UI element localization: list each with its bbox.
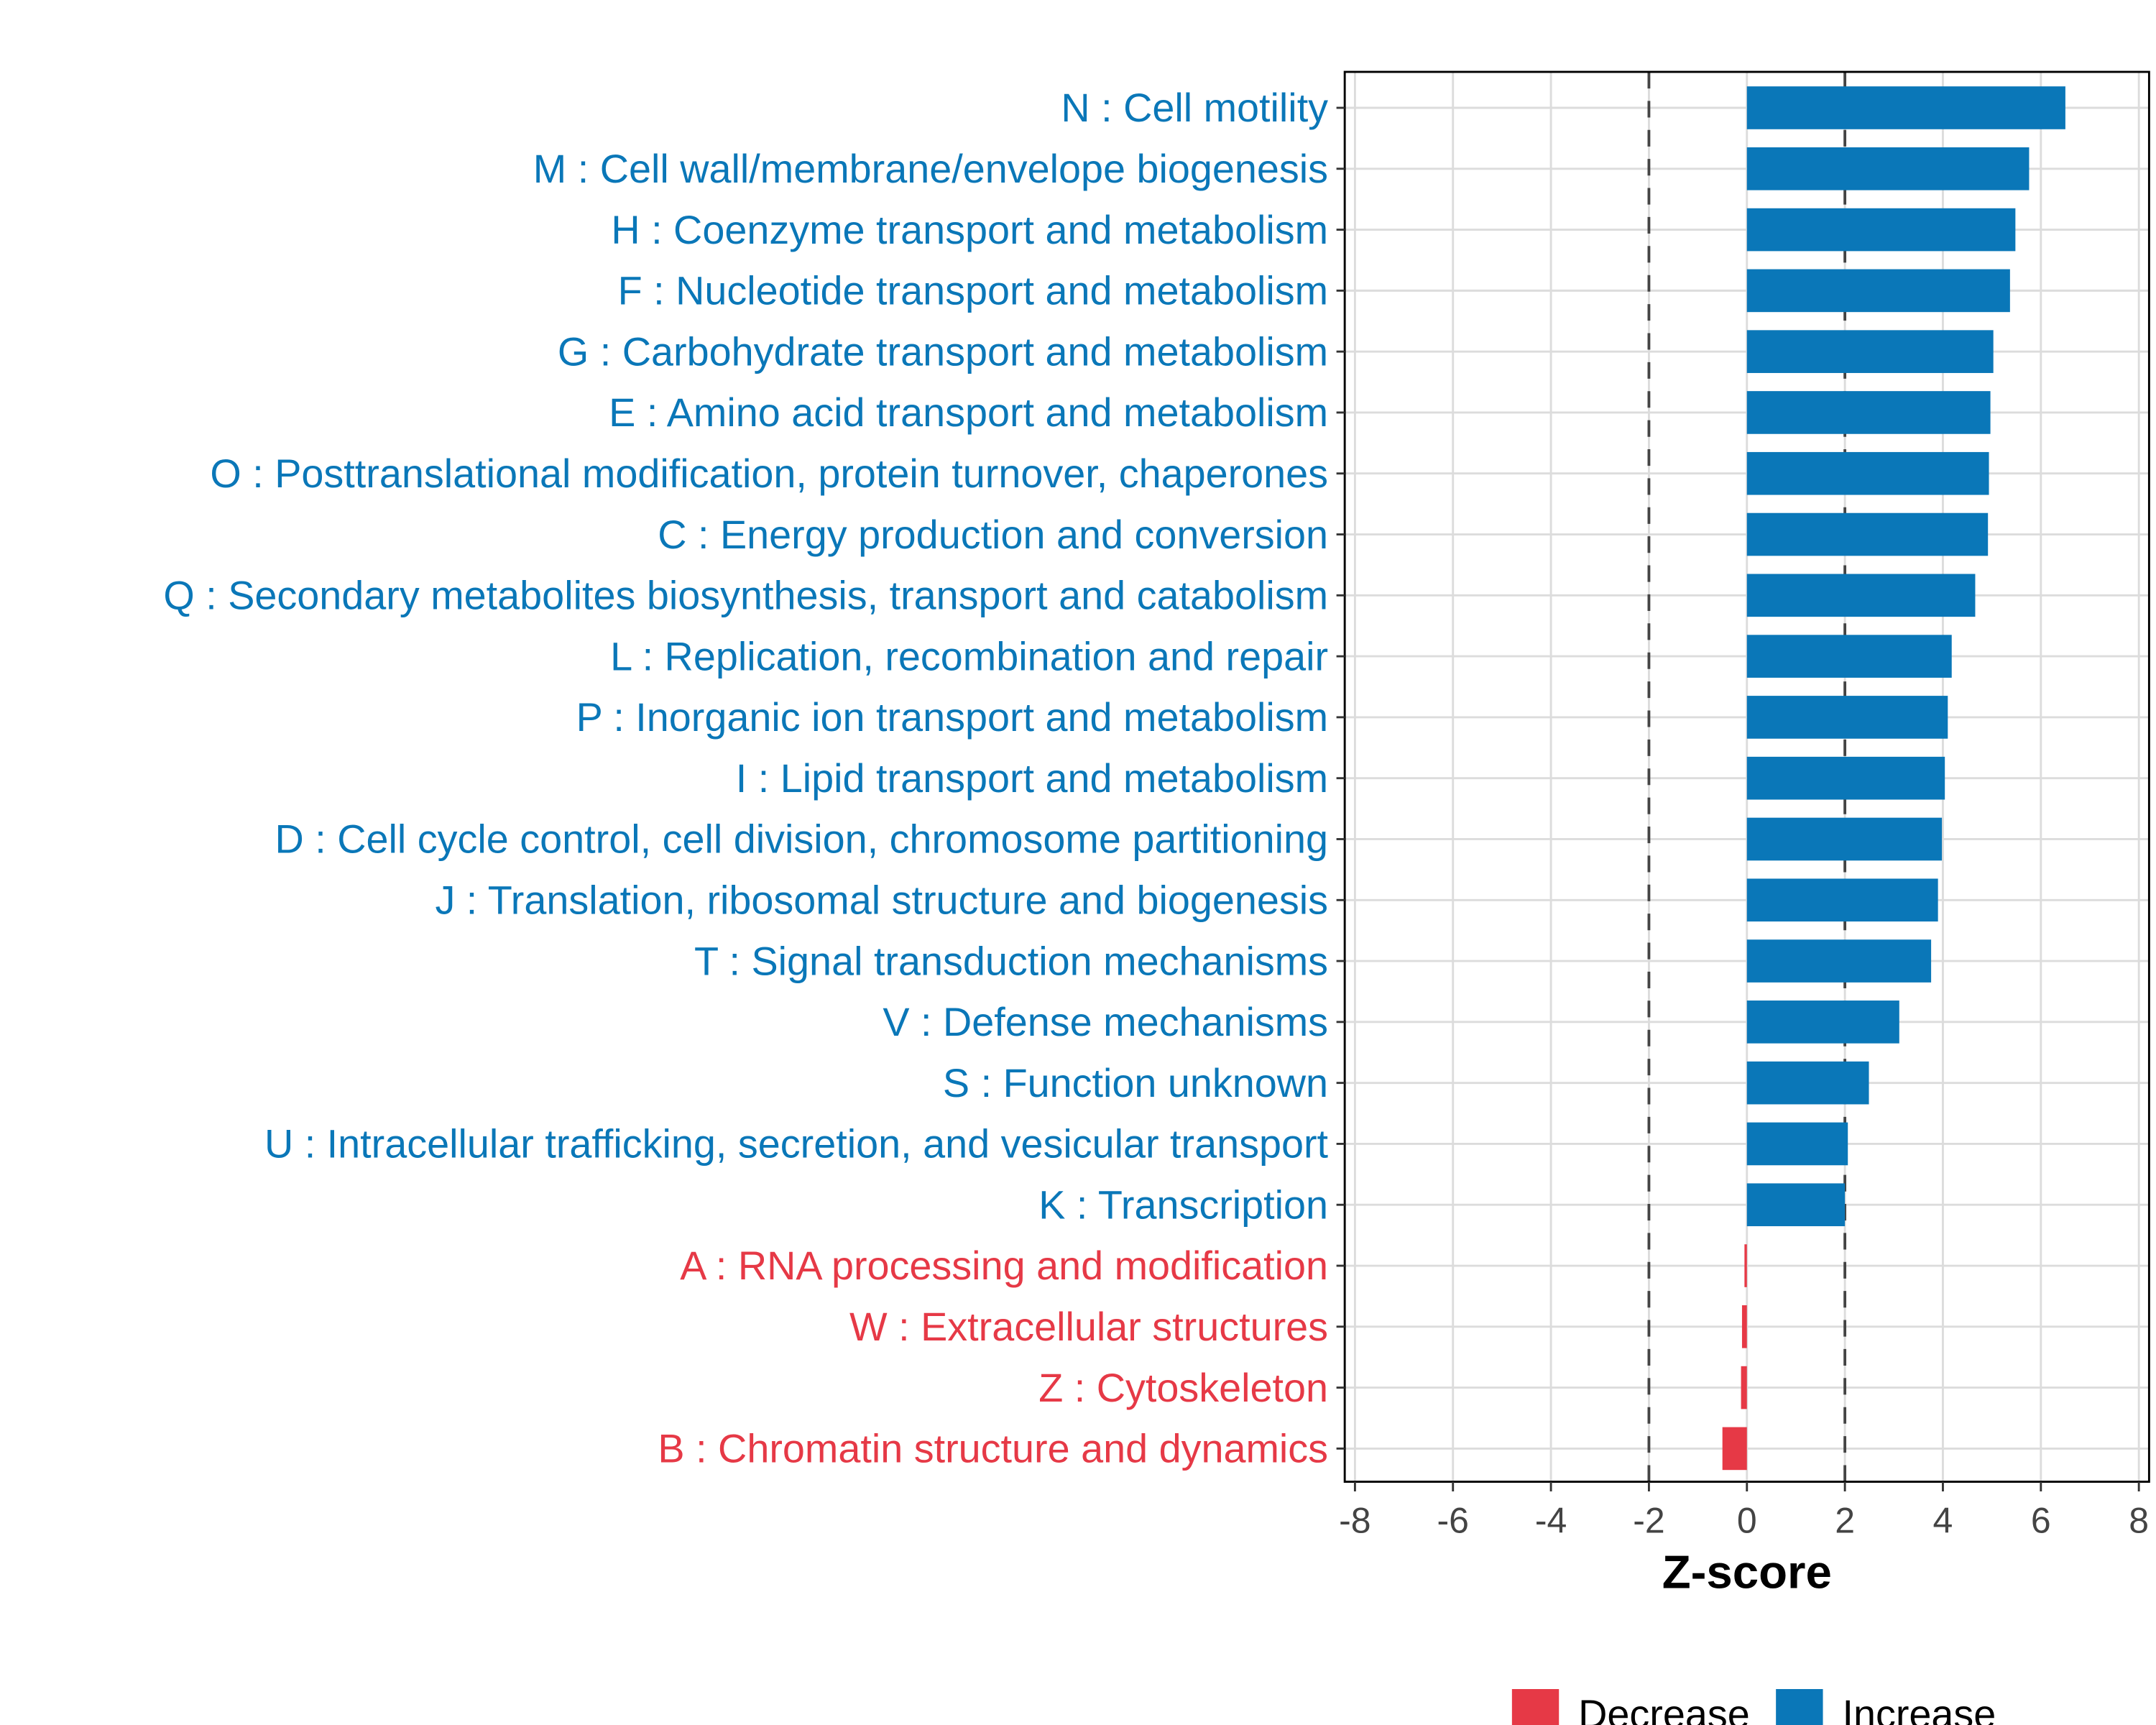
category-label: H : Coenzyme transport and metabolism — [611, 208, 1328, 252]
bar — [1746, 330, 1994, 373]
bar — [1746, 635, 1952, 678]
bar — [1746, 512, 1989, 556]
category-label: Z : Cytoskeleton — [1038, 1366, 1328, 1410]
bar — [1746, 939, 1932, 983]
bar — [1746, 878, 1938, 922]
x-tick-label: -2 — [1633, 1501, 1664, 1541]
category-label: A : RNA processing and modification — [680, 1243, 1328, 1288]
bar — [1741, 1366, 1747, 1409]
x-tick-label: -8 — [1339, 1501, 1370, 1541]
x-tick-label: 0 — [1737, 1501, 1757, 1541]
category-label: U : Intracellular trafficking, secretion… — [264, 1122, 1329, 1167]
x-tick-label: 8 — [2129, 1501, 2149, 1541]
bar — [1722, 1427, 1747, 1471]
x-tick-label: -6 — [1437, 1501, 1468, 1541]
x-tick-label: 2 — [1835, 1501, 1855, 1541]
bar — [1746, 756, 1945, 800]
legend-swatch-increase — [1776, 1689, 1823, 1725]
x-tick-label: 4 — [1933, 1501, 1953, 1541]
legend: Decrease Increase — [1511, 1689, 1996, 1725]
category-label: J : Translation, ribosomal structure and… — [435, 878, 1328, 923]
legend-label-decrease: Decrease — [1578, 1692, 1750, 1725]
category-label: N : Cell motility — [1061, 86, 1328, 130]
legend-swatch-decrease — [1511, 1689, 1560, 1725]
x-axis-title: Z-score — [1662, 1546, 1832, 1598]
category-label: P : Inorganic ion transport and metaboli… — [576, 695, 1328, 740]
bar — [1746, 1061, 1869, 1105]
category-label: M : Cell wall/membrane/envelope biogenes… — [533, 147, 1328, 191]
bar — [1741, 1305, 1747, 1348]
legend-label-increase: Increase — [1842, 1692, 1996, 1725]
category-label: K : Transcription — [1038, 1182, 1328, 1227]
bar — [1746, 86, 2065, 129]
category-label: Q : Secondary metabolites biosynthesis, … — [163, 574, 1328, 618]
category-label: S : Function unknown — [943, 1061, 1328, 1105]
category-label: B : Chromatin structure and dynamics — [658, 1427, 1328, 1471]
x-axis-ticks: -8 -6 -4 -2 0 2 4 6 8 — [1339, 1481, 2149, 1541]
bar — [1744, 1244, 1747, 1287]
x-tick-label: 6 — [2031, 1501, 2051, 1541]
bar — [1746, 817, 1943, 861]
category-label: F : Nucleotide transport and metabolism — [618, 269, 1328, 313]
bar — [1746, 574, 1976, 617]
category-label: E : Amino acid transport and metabolism — [609, 390, 1328, 435]
bar — [1746, 208, 2016, 252]
bar — [1746, 696, 1948, 739]
category-label: G : Carbohydrate transport and metabolis… — [558, 329, 1328, 374]
category-label: W : Extracellular structures — [849, 1305, 1328, 1349]
bar — [1746, 1000, 1899, 1044]
bar — [1746, 1183, 1846, 1227]
category-label: L : Replication, recombination and repai… — [610, 634, 1328, 678]
category-label: V : Defense mechanisms — [883, 1000, 1328, 1044]
bar — [1746, 391, 1991, 434]
category-label: I : Lipid transport and metabolism — [736, 756, 1328, 801]
category-label: D : Cell cycle control, cell division, c… — [275, 817, 1329, 862]
bar — [1746, 451, 1989, 495]
category-label: O : Posttranslational modification, prot… — [210, 451, 1328, 496]
bar — [1746, 1122, 1848, 1166]
category-label: T : Signal transduction mechanisms — [694, 939, 1328, 983]
bar — [1746, 269, 2010, 313]
category-label: C : Energy production and conversion — [658, 512, 1328, 557]
category-labels: N : Cell motility M : Cell wall/membrane/… — [163, 86, 1345, 1471]
bars — [1722, 86, 2065, 1471]
bar — [1746, 147, 2030, 190]
x-tick-label: -4 — [1535, 1501, 1567, 1541]
